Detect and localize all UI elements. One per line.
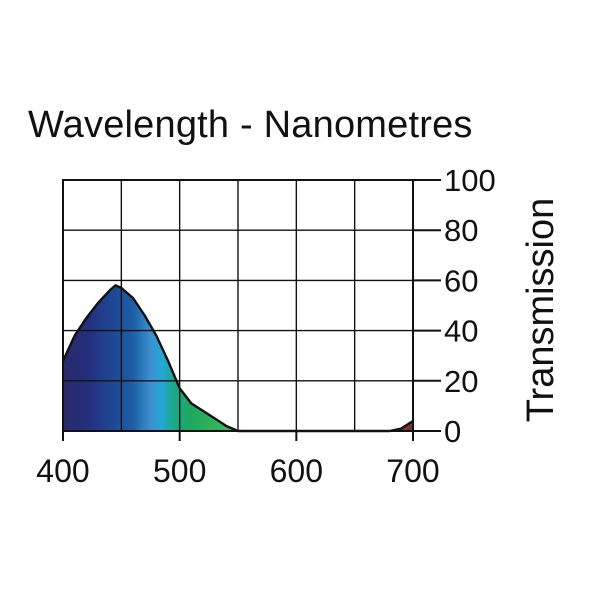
transmission-line (61, 284, 414, 433)
x-tick-label: 600 (270, 453, 323, 489)
x-tick-label: 400 (36, 453, 89, 489)
y-tick-label: 20 (444, 364, 478, 399)
y-tick-label: 60 (444, 263, 478, 298)
chart-title: Wavelength - Nanometres (28, 104, 473, 146)
x-tick-label: 700 (386, 453, 439, 489)
transmission-area (63, 285, 413, 431)
y-axis-label: Transmission (520, 198, 562, 423)
y-tick-label: 80 (444, 213, 478, 248)
y-tick-label: 100 (444, 163, 496, 198)
y-tick-label: 0 (444, 414, 461, 449)
x-tick-label: 500 (153, 453, 206, 489)
y-tick-label: 40 (444, 314, 478, 349)
